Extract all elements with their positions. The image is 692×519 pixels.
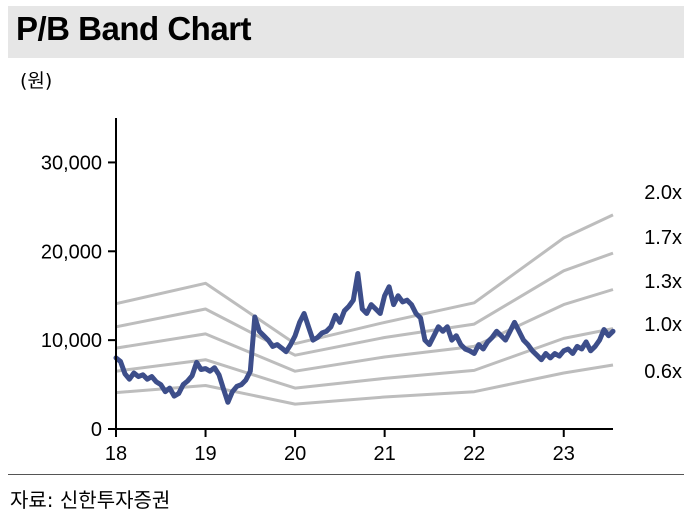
band-label-2-0x: 2.0x [644, 182, 682, 204]
source-divider [8, 474, 684, 475]
band-label-0-6x: 0.6x [644, 361, 682, 383]
pb-band-chart: 0 10,000 20,000 30,000 18 19 20 21 22 23 2.0x 1.7x 1… [41, 118, 682, 465]
chart-title: P/B Band Chart [16, 10, 252, 47]
x-tick-label: 18 [105, 443, 127, 465]
band-label-1-7x: 1.7x [644, 227, 682, 249]
band-line-0-6x [115, 363, 614, 406]
band-line-1-7x [115, 251, 614, 357]
y-tick-label: 30,000 [41, 152, 102, 174]
band-label-1-3x: 1.3x [644, 271, 682, 293]
x-tick-label: 19 [194, 443, 216, 465]
band-line-1-0x [115, 327, 614, 390]
price-line [113, 271, 616, 405]
x-tick-label: 20 [284, 443, 306, 465]
y-tick-label: 0 [91, 419, 102, 441]
x-tick-label: 21 [374, 443, 396, 465]
band-line-2-0x [115, 213, 614, 346]
band-label-1-0x: 1.0x [644, 314, 682, 336]
y-tick-label: 20,000 [41, 241, 102, 263]
y-unit-label: (원) [20, 70, 53, 92]
y-tick-label: 10,000 [41, 330, 102, 352]
x-tick-label: 22 [463, 443, 485, 465]
source-text: 자료: 신한투자증권 [10, 488, 171, 512]
x-tick-label: 23 [553, 443, 575, 465]
band-line-1-3x [115, 288, 614, 373]
title-bar [8, 6, 684, 58]
